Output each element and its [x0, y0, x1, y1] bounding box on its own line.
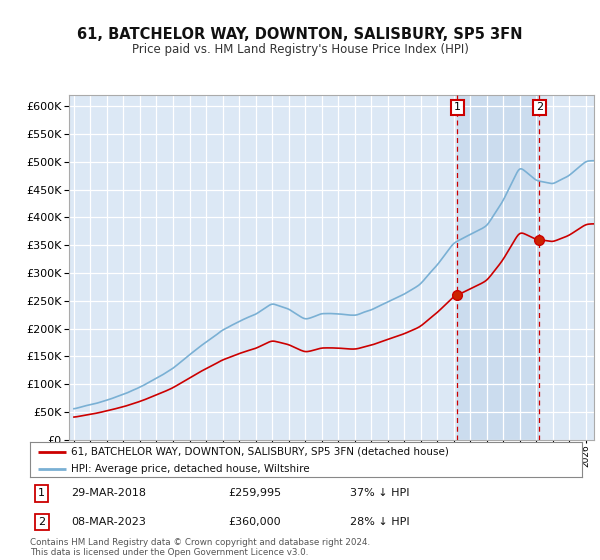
- Text: Contains HM Land Registry data © Crown copyright and database right 2024.
This d: Contains HM Land Registry data © Crown c…: [30, 538, 370, 557]
- Text: £259,995: £259,995: [229, 488, 282, 498]
- Text: 1: 1: [454, 102, 461, 113]
- Text: HPI: Average price, detached house, Wiltshire: HPI: Average price, detached house, Wilt…: [71, 464, 310, 474]
- Text: 61, BATCHELOR WAY, DOWNTON, SALISBURY, SP5 3FN (detached house): 61, BATCHELOR WAY, DOWNTON, SALISBURY, S…: [71, 447, 449, 457]
- Text: 2: 2: [536, 102, 543, 113]
- Text: 08-MAR-2023: 08-MAR-2023: [71, 517, 146, 527]
- Text: 29-MAR-2018: 29-MAR-2018: [71, 488, 146, 498]
- Text: £360,000: £360,000: [229, 517, 281, 527]
- Text: 28% ↓ HPI: 28% ↓ HPI: [350, 517, 410, 527]
- Text: 37% ↓ HPI: 37% ↓ HPI: [350, 488, 410, 498]
- Text: Price paid vs. HM Land Registry's House Price Index (HPI): Price paid vs. HM Land Registry's House …: [131, 43, 469, 55]
- Text: 61, BATCHELOR WAY, DOWNTON, SALISBURY, SP5 3FN: 61, BATCHELOR WAY, DOWNTON, SALISBURY, S…: [77, 27, 523, 42]
- Text: 1: 1: [38, 488, 45, 498]
- Text: 2: 2: [38, 517, 46, 527]
- Bar: [457, 95, 539, 440]
